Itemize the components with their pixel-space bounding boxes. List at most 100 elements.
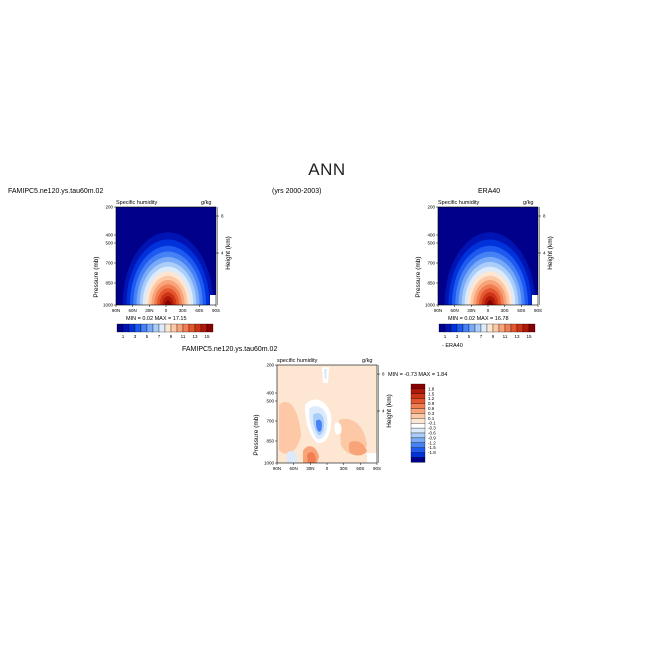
model-subtitle-left: Specific humidity <box>116 200 158 206</box>
x-tick-label: 90S <box>534 308 542 313</box>
obs-ylabel: Pressure (mb) <box>415 256 422 297</box>
terrain-mask <box>210 295 216 305</box>
model-case-label: FAMIPC5.ne120.ys.tau60m.02 <box>8 188 104 195</box>
colorbar-label: 7 <box>158 334 161 339</box>
obs-subtitle-right: g/kg <box>523 200 533 206</box>
x-tick-label: 30S <box>179 308 187 313</box>
x-tick-label: 90N <box>273 466 281 471</box>
colorbar-swatch <box>410 427 426 434</box>
colorbar-swatch <box>410 437 426 443</box>
colorbar-swatch <box>510 323 518 333</box>
contour-level <box>165 300 171 305</box>
colorbar-label: 1.2 <box>428 396 435 401</box>
colorbar-label: 0.6 <box>428 406 435 411</box>
x-tick-label: 0 <box>165 308 168 313</box>
diff-contour <box>316 419 322 432</box>
y-tick-label: 500 <box>105 241 113 246</box>
height-tick-label: 8 <box>543 214 546 219</box>
colorbar-swatch <box>410 413 426 419</box>
y-tick-label: 200 <box>105 205 113 210</box>
colorbar-label: -1.5 <box>428 445 436 450</box>
x-tick-label: 0 <box>487 308 490 313</box>
y-tick-label: 500 <box>427 241 435 246</box>
colorbar-swatch <box>146 323 154 333</box>
height-tick-label: 8 <box>221 214 224 219</box>
model-subtitle-right: g/kg <box>201 200 211 206</box>
colorbar-swatch <box>492 323 500 333</box>
diff-contour <box>287 451 297 463</box>
colorbar-swatch <box>410 447 426 453</box>
colorbar-swatch <box>140 323 148 333</box>
colorbar-swatch <box>438 323 446 333</box>
colorbar-swatch <box>410 418 426 424</box>
colorbar-swatch <box>134 323 142 333</box>
colorbar-label: 0.1 <box>428 416 435 421</box>
x-tick-label: 90S <box>373 466 381 471</box>
obs-min-max: MIN = 0.02 MAX = 16.78 <box>448 316 509 322</box>
y-tick-label: 200 <box>266 363 274 368</box>
colorbar-swatch <box>410 457 426 463</box>
main-title: ANN <box>308 160 346 179</box>
obs-subtitle-left: Specific humidity <box>438 200 480 206</box>
colorbar-swatch <box>152 323 160 333</box>
colorbar-label: 1.8 <box>428 386 435 391</box>
x-tick-label: 30N <box>306 466 314 471</box>
height-tick-label: 4 <box>221 251 224 256</box>
colorbar-label: 13 <box>514 334 520 339</box>
x-tick-label: 90N <box>112 308 120 313</box>
y-tick-label: 500 <box>266 399 274 404</box>
height-tick-label: 8 <box>382 372 385 377</box>
colorbar-swatch <box>462 323 470 333</box>
colorbar-label: 1 <box>444 334 447 339</box>
colorbar-swatch <box>410 432 426 439</box>
colorbar-swatch <box>528 323 536 333</box>
colorbar-swatch <box>410 423 426 429</box>
colorbar-swatch <box>410 393 426 399</box>
colorbar-swatch <box>116 323 124 333</box>
colorbar-swatch <box>480 323 488 333</box>
obs-ylabel-right: Height (km) <box>547 236 554 270</box>
colorbar-swatch <box>200 323 208 333</box>
colorbar-swatch <box>176 323 184 333</box>
x-tick-label: 30N <box>145 308 153 313</box>
terrain-mask <box>532 295 538 305</box>
colorbar-label: 5 <box>468 334 471 339</box>
height-tick-label: 4 <box>543 251 546 256</box>
y-tick-label: 1000 <box>264 461 275 466</box>
model-ylabel-right: Height (km) <box>225 236 232 270</box>
y-tick-label: 1000 <box>103 303 114 308</box>
colorbar-swatch <box>194 323 202 333</box>
y-tick-label: 200 <box>427 205 435 210</box>
x-tick-label: 90S <box>212 308 220 313</box>
colorbar-swatch <box>410 398 426 404</box>
years-label: (yrs 2000-2003) <box>272 188 322 195</box>
y-tick-label: 700 <box>266 419 274 424</box>
colorbar-label: -1.8 <box>428 450 436 455</box>
colorbar-label: -0.9 <box>428 435 436 440</box>
colorbar-label: -1.2 <box>428 440 436 445</box>
diff-ylabel-right: Height (km) <box>386 394 393 428</box>
colorbar-label: 5 <box>146 334 149 339</box>
model-min-max: MIN = 0.02 MAX = 17.15 <box>126 316 187 322</box>
colorbar-label: -0.1 <box>428 421 436 426</box>
diff-contour <box>307 451 316 463</box>
colorbar-label: 3 <box>134 334 137 339</box>
colorbar-label: -0.6 <box>428 431 436 436</box>
colorbar-swatch <box>450 323 458 333</box>
colorbar-label: 3 <box>456 334 459 339</box>
colorbar-swatch <box>410 442 426 448</box>
y-tick-label: 850 <box>105 281 113 286</box>
colorbar-label: 7 <box>480 334 483 339</box>
x-tick-label: 0 <box>326 466 329 471</box>
x-tick-label: 60S <box>195 308 203 313</box>
colorbar-swatch <box>182 323 190 333</box>
colorbar-swatch <box>128 323 136 333</box>
diff-subtitle-left: specific humidity <box>277 358 318 364</box>
diff-contour <box>279 401 301 454</box>
colorbar-label: 1 <box>122 334 125 339</box>
colorbar-label: 0.9 <box>428 401 435 406</box>
y-tick-label: 850 <box>266 439 274 444</box>
colorbar-swatch <box>410 452 426 458</box>
diff-contour <box>367 453 377 463</box>
colorbar-swatch <box>410 403 426 409</box>
